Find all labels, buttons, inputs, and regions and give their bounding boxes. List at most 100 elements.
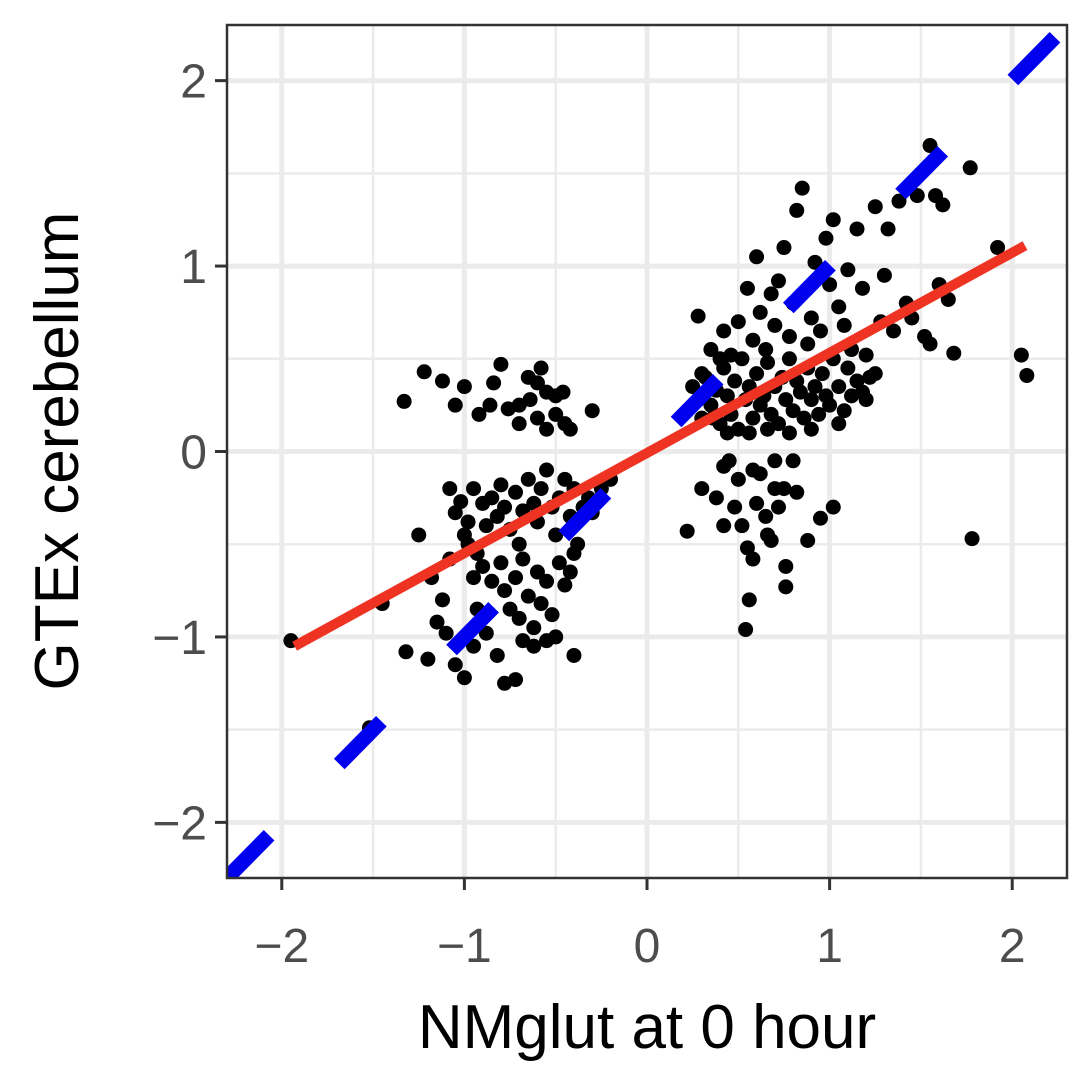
data-point — [482, 397, 498, 413]
data-point — [442, 481, 458, 497]
data-point — [719, 425, 735, 441]
data-point — [703, 342, 719, 358]
data-point — [511, 416, 527, 432]
data-point — [453, 494, 469, 510]
data-point — [745, 410, 761, 426]
data-point — [739, 540, 755, 556]
data-point — [734, 518, 750, 534]
data-point — [831, 299, 847, 315]
data-point — [723, 347, 739, 363]
data-point — [434, 373, 450, 389]
data-point — [891, 193, 907, 209]
data-point — [456, 379, 472, 395]
data-point — [694, 481, 710, 497]
data-point — [946, 345, 962, 361]
data-point — [529, 410, 545, 426]
data-point — [515, 551, 531, 567]
data-point — [493, 555, 509, 571]
data-point — [497, 583, 513, 599]
data-point — [811, 406, 827, 422]
data-point — [511, 610, 527, 626]
data-point — [836, 403, 852, 419]
data-point — [745, 332, 761, 348]
data-point — [685, 379, 701, 395]
data-point — [447, 505, 463, 521]
data-point — [803, 421, 819, 437]
y-tick-label: 0 — [180, 427, 207, 480]
data-point — [758, 342, 774, 358]
y-tick-label: 2 — [180, 56, 207, 109]
data-point — [478, 518, 494, 534]
y-axis-title: GTEx cerebellum — [23, 212, 92, 691]
axes: −2 −1 0 1 2 −2 −1 0 1 2 — [152, 56, 1025, 973]
data-point — [466, 638, 482, 654]
x-tick-label: 0 — [634, 920, 661, 973]
data-point — [438, 625, 454, 641]
data-point — [416, 364, 432, 380]
data-point — [760, 421, 776, 437]
x-tick-label: 1 — [816, 920, 843, 973]
data-point — [533, 481, 549, 497]
data-point — [849, 221, 865, 237]
data-point — [690, 308, 706, 324]
data-point — [876, 267, 892, 283]
data-point — [803, 392, 819, 408]
data-point — [566, 545, 582, 561]
data-point — [484, 490, 500, 506]
data-point — [867, 199, 883, 215]
data-point — [858, 347, 874, 363]
data-point — [694, 366, 710, 382]
data-point — [475, 558, 491, 574]
data-point — [778, 558, 794, 574]
data-point — [822, 397, 838, 413]
data-point — [807, 254, 823, 270]
data-point — [807, 379, 823, 395]
fit-line — [292, 241, 1028, 651]
data-point — [763, 286, 779, 302]
data-point — [429, 614, 445, 630]
data-point — [502, 601, 518, 617]
data-point — [778, 579, 794, 595]
data-point — [785, 453, 801, 469]
data-point — [460, 514, 476, 530]
data-point — [562, 564, 578, 580]
data-point — [396, 393, 412, 409]
data-point — [434, 592, 450, 608]
data-point — [539, 573, 555, 589]
data-point — [520, 369, 536, 385]
data-point — [398, 644, 414, 660]
data-point — [539, 633, 555, 649]
data-point — [990, 240, 1006, 256]
data-point — [679, 523, 695, 539]
data-point — [719, 388, 735, 404]
data-point — [749, 249, 765, 265]
data-point — [785, 403, 801, 419]
data-point — [770, 273, 786, 289]
data-point — [471, 406, 487, 422]
data-point — [520, 471, 536, 487]
data-point — [478, 625, 494, 641]
data-point — [840, 262, 856, 278]
data-point — [447, 397, 463, 413]
data-point — [862, 369, 878, 385]
data-point — [789, 202, 805, 218]
data-point — [456, 670, 472, 686]
data-point — [420, 651, 436, 667]
data-point — [749, 495, 765, 511]
identity-line — [227, 25, 1067, 878]
data-point — [526, 495, 542, 511]
data-point — [803, 310, 819, 326]
data-point — [854, 280, 870, 296]
data-point — [522, 392, 538, 408]
data-point — [749, 366, 765, 382]
data-point — [529, 564, 545, 580]
data-point — [836, 317, 852, 333]
data-point — [909, 188, 925, 204]
data-point — [767, 317, 783, 333]
data-point — [814, 366, 830, 382]
data-point — [886, 323, 902, 339]
data-point — [796, 410, 812, 426]
data-point — [539, 462, 555, 478]
data-point — [739, 280, 755, 296]
